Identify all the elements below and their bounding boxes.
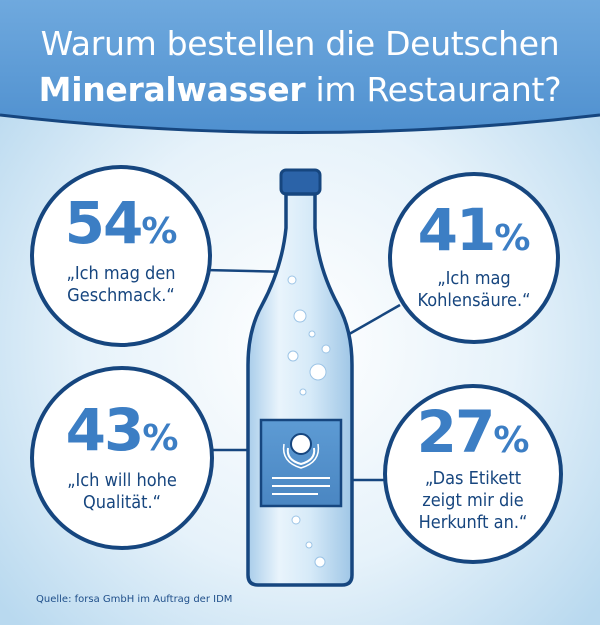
- quote-line: Geschmack.“: [67, 285, 175, 306]
- header-band: [0, 0, 600, 133]
- stat-bubble-54: 54% „Ich mag den Geschmack.“: [30, 165, 212, 347]
- bottle-label: [259, 418, 343, 508]
- title-line-1: Warum bestellen die Deutschen: [40, 24, 560, 63]
- stat-bubble-27: 27% „Das Etikett zeigt mir die Herkunft …: [383, 384, 563, 564]
- stat-quote: „Ich mag Kohlensäure.“: [392, 268, 556, 312]
- title-line-2: Mineralwasser im Restaurant?: [0, 70, 600, 109]
- quote-line: zeigt mir die: [422, 490, 524, 511]
- quote-line: Herkunft an.“: [418, 512, 528, 533]
- stat-quote: „Ich mag den Geschmack.“: [34, 263, 208, 307]
- stat-value: 43%: [34, 400, 210, 469]
- stat-value: 27%: [387, 402, 559, 471]
- percent-sign: %: [494, 218, 531, 259]
- label-emblem-icon: [282, 433, 320, 469]
- title-line-2-rest: im Restaurant?: [305, 70, 562, 109]
- source-note: Quelle: forsa GmbH im Auftrag der IDM: [36, 594, 233, 605]
- stat-number: 41: [417, 196, 497, 264]
- quote-line: „Ich will hohe: [67, 470, 177, 491]
- stat-quote: „Das Etikett zeigt mir die Herkunft an.“: [387, 468, 559, 534]
- percent-sign: %: [141, 211, 178, 252]
- quote-line: „Ich mag den: [66, 263, 176, 284]
- quote-line: Qualität.“: [82, 492, 162, 513]
- stat-number: 43: [65, 396, 145, 464]
- stat-value: 54%: [34, 193, 208, 262]
- stat-bubble-43: 43% „Ich will hohe Qualität.“: [30, 366, 214, 550]
- title-bold-word: Mineralwasser: [38, 70, 306, 109]
- stat-value: 41%: [392, 200, 556, 269]
- header-divider: [0, 113, 600, 134]
- quote-line: Kohlensäure.“: [417, 290, 531, 311]
- stat-bubble-41: 41% „Ich mag Kohlensäure.“: [388, 172, 560, 344]
- percent-sign: %: [142, 418, 179, 459]
- quote-line: „Das Etikett: [424, 468, 522, 489]
- header: Warum bestellen die Deutschen Mineralwas…: [0, 0, 600, 130]
- percent-sign: %: [493, 420, 530, 461]
- stat-number: 27: [416, 398, 496, 466]
- stat-quote: „Ich will hohe Qualität.“: [34, 470, 210, 514]
- stat-number: 54: [64, 189, 144, 257]
- quote-line: „Ich mag: [437, 268, 511, 289]
